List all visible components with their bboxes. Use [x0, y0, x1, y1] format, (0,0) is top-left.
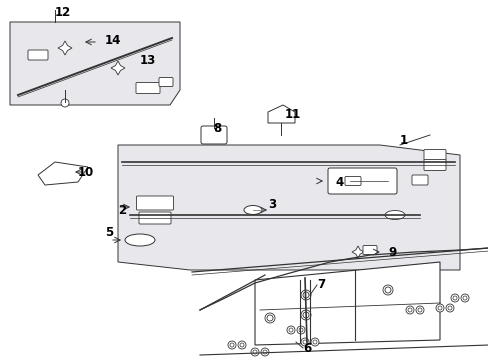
- Text: 13: 13: [140, 54, 156, 67]
- Circle shape: [227, 341, 236, 349]
- Circle shape: [303, 340, 306, 344]
- Polygon shape: [38, 162, 88, 185]
- Circle shape: [296, 326, 305, 334]
- Text: 3: 3: [267, 198, 276, 211]
- Circle shape: [301, 290, 310, 300]
- Circle shape: [415, 306, 423, 314]
- Circle shape: [303, 312, 308, 318]
- Polygon shape: [58, 41, 72, 55]
- Circle shape: [301, 338, 308, 346]
- Polygon shape: [10, 22, 180, 105]
- Circle shape: [407, 308, 411, 312]
- FancyBboxPatch shape: [345, 176, 360, 185]
- Ellipse shape: [244, 206, 262, 215]
- FancyBboxPatch shape: [362, 246, 376, 255]
- Circle shape: [250, 348, 259, 356]
- FancyBboxPatch shape: [28, 50, 48, 60]
- Circle shape: [447, 306, 451, 310]
- Text: 1: 1: [399, 134, 407, 147]
- FancyBboxPatch shape: [327, 168, 396, 194]
- FancyBboxPatch shape: [411, 175, 427, 185]
- Circle shape: [288, 328, 292, 332]
- Circle shape: [405, 306, 413, 314]
- Circle shape: [298, 328, 303, 332]
- Text: 12: 12: [55, 5, 71, 18]
- Text: 5: 5: [105, 226, 113, 239]
- FancyBboxPatch shape: [136, 82, 160, 94]
- FancyBboxPatch shape: [139, 212, 171, 224]
- Polygon shape: [267, 105, 294, 123]
- Circle shape: [435, 304, 443, 312]
- Circle shape: [229, 343, 234, 347]
- Polygon shape: [254, 262, 439, 345]
- Circle shape: [384, 287, 390, 293]
- Circle shape: [261, 348, 268, 356]
- Circle shape: [445, 304, 453, 312]
- Circle shape: [450, 294, 458, 302]
- Circle shape: [417, 308, 421, 312]
- Text: 7: 7: [316, 279, 325, 292]
- Circle shape: [312, 340, 316, 344]
- Circle shape: [264, 313, 274, 323]
- Circle shape: [301, 310, 310, 320]
- Circle shape: [437, 306, 441, 310]
- Circle shape: [240, 343, 244, 347]
- Circle shape: [252, 350, 257, 354]
- Circle shape: [382, 285, 392, 295]
- Text: 14: 14: [105, 33, 121, 46]
- Text: 6: 6: [303, 342, 311, 355]
- Circle shape: [61, 99, 69, 107]
- Text: 11: 11: [285, 108, 301, 122]
- Circle shape: [462, 296, 466, 300]
- Circle shape: [286, 326, 294, 334]
- FancyBboxPatch shape: [159, 77, 173, 86]
- Circle shape: [266, 315, 272, 321]
- FancyBboxPatch shape: [201, 126, 226, 144]
- Circle shape: [452, 296, 456, 300]
- Circle shape: [238, 341, 245, 349]
- FancyBboxPatch shape: [423, 149, 445, 161]
- Polygon shape: [351, 246, 363, 258]
- Circle shape: [303, 292, 308, 298]
- Text: 4: 4: [334, 175, 343, 189]
- Text: 8: 8: [213, 122, 221, 135]
- Circle shape: [263, 350, 266, 354]
- Circle shape: [310, 338, 318, 346]
- Polygon shape: [118, 145, 459, 270]
- Text: 10: 10: [78, 166, 94, 179]
- FancyBboxPatch shape: [136, 196, 173, 210]
- FancyBboxPatch shape: [423, 159, 445, 171]
- Polygon shape: [111, 61, 125, 75]
- Circle shape: [460, 294, 468, 302]
- Text: 9: 9: [387, 246, 395, 258]
- Text: 2: 2: [118, 203, 126, 216]
- Ellipse shape: [384, 211, 404, 220]
- Ellipse shape: [125, 234, 155, 246]
